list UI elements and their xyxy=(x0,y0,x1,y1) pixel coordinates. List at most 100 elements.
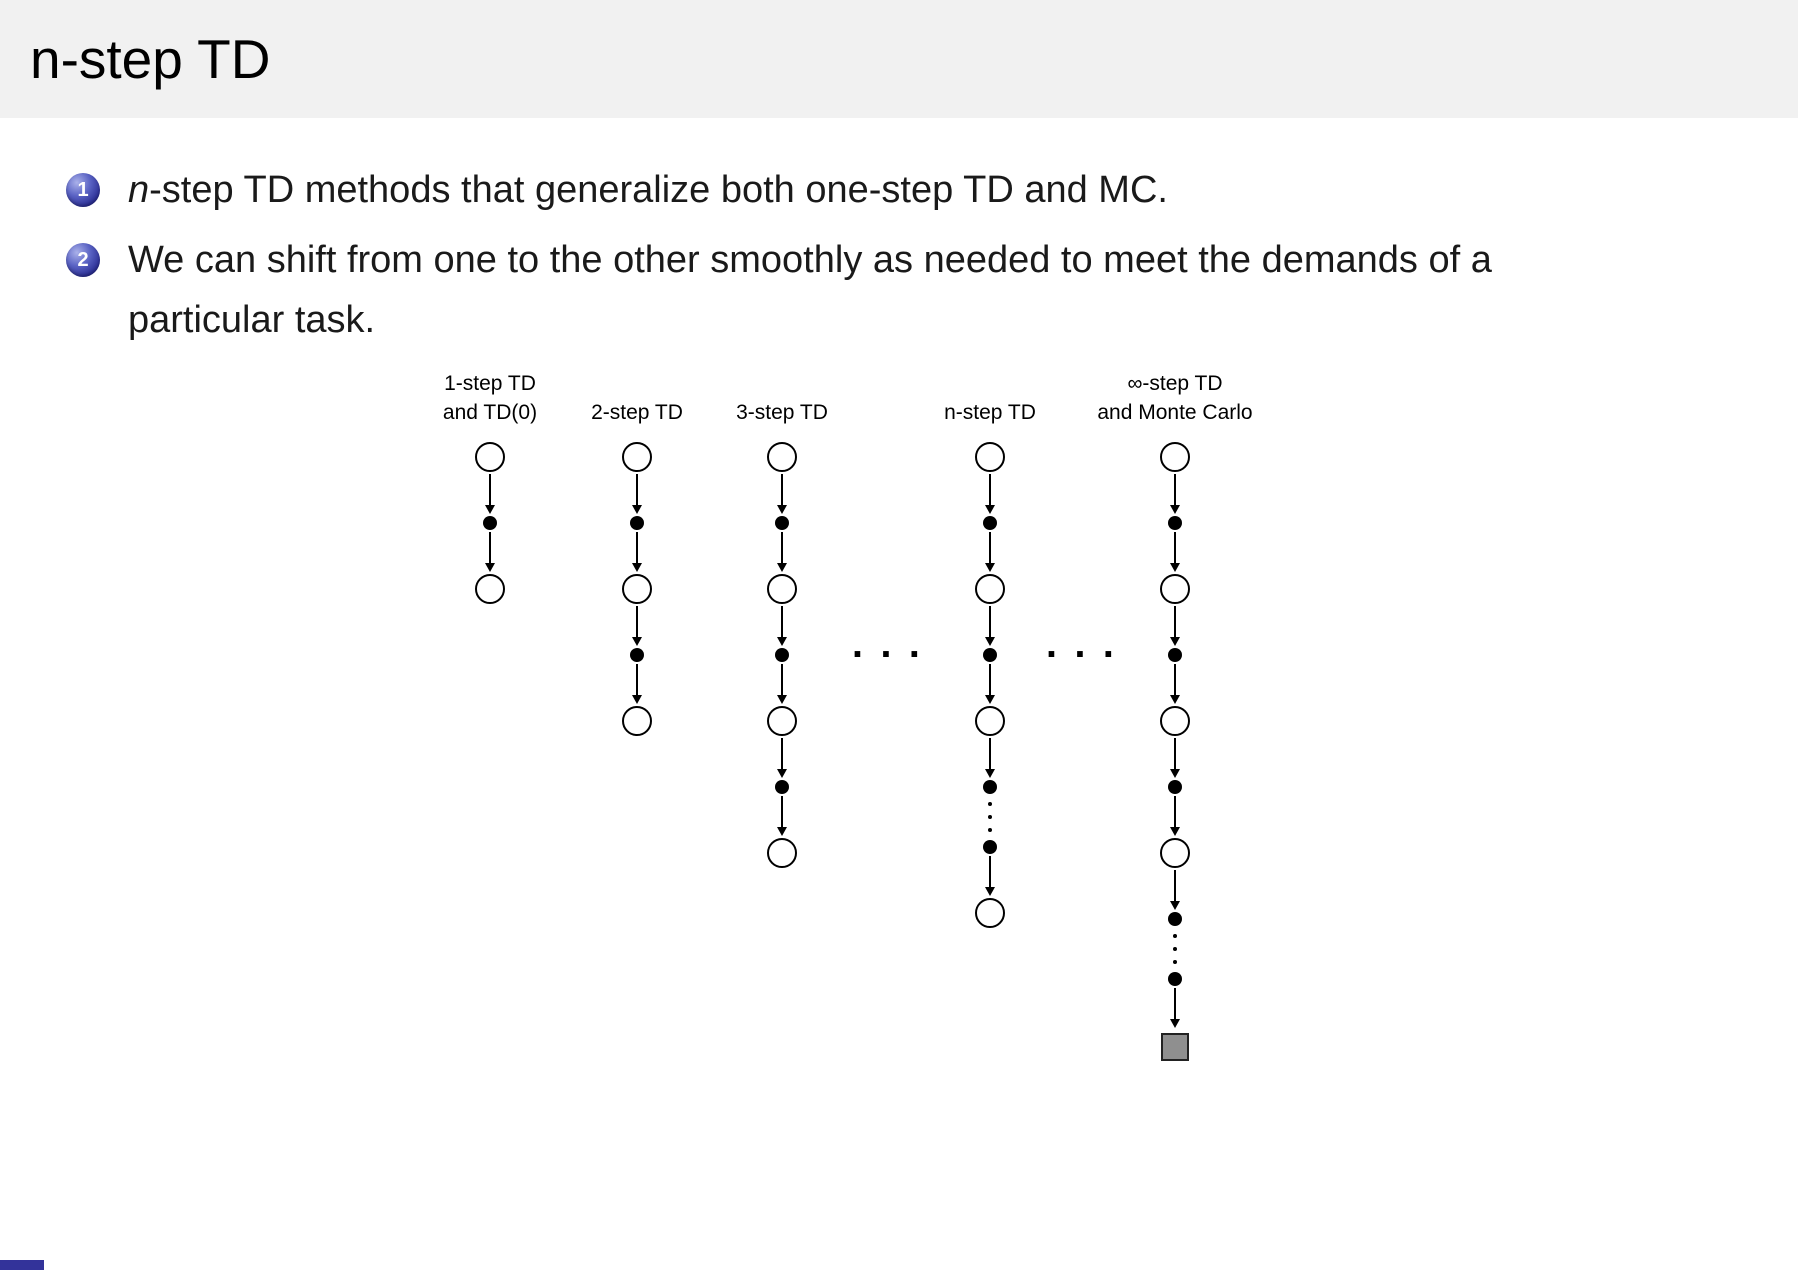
arrow-connector xyxy=(1170,530,1180,574)
arrow-line xyxy=(636,532,638,563)
column-label-line: 1-step TD xyxy=(444,372,536,396)
arrowhead-icon xyxy=(985,769,995,778)
arrowhead-icon xyxy=(777,695,787,704)
action-node xyxy=(1168,972,1182,986)
arrow-connector xyxy=(1170,794,1180,838)
arrowhead-icon xyxy=(985,887,995,896)
bullet-item: 1 n-step TD methods that generalize both… xyxy=(66,160,1738,220)
bullet-text: n-step TD methods that generalize both o… xyxy=(128,160,1168,220)
ellipsis-dot xyxy=(988,815,992,819)
column-label: n-step TD xyxy=(944,362,1036,428)
arrow-connector xyxy=(777,736,787,780)
arrow-connector xyxy=(632,604,642,648)
arrowhead-icon xyxy=(1170,1019,1180,1028)
backup-diagram: 1-step TD and TD(0) 2-step TD 3-step TD n-st… xyxy=(0,362,1798,1270)
column-label: 3-step TD xyxy=(736,362,828,428)
arrow-line xyxy=(989,532,991,563)
column-label-line: 3-step TD xyxy=(736,401,828,425)
ellipsis-dot xyxy=(988,828,992,832)
diagram-column: 2-step TD xyxy=(527,362,747,736)
arrow-connector xyxy=(985,472,995,516)
arrow-line xyxy=(1174,738,1176,769)
column-label-line: ∞-step TD xyxy=(1127,372,1223,396)
arrow-connector xyxy=(985,736,995,780)
arrow-connector xyxy=(777,794,787,838)
arrowhead-icon xyxy=(485,563,495,572)
arrow-connector xyxy=(632,662,642,706)
arrow-line xyxy=(636,664,638,695)
diagram-column: 1-step TD and TD(0) xyxy=(380,362,600,604)
node-chain xyxy=(475,442,505,604)
diagram-column: n-step TD xyxy=(880,362,1100,928)
arrow-connector xyxy=(777,472,787,516)
column-label-line: and TD(0) xyxy=(442,401,538,425)
arrowhead-icon xyxy=(1170,505,1180,514)
arrowhead-icon xyxy=(985,563,995,572)
ellipsis-dot xyxy=(1173,934,1177,938)
arrow-connector xyxy=(485,530,495,574)
ellipsis-dot xyxy=(988,802,992,806)
arrowhead-icon xyxy=(777,769,787,778)
arrowhead-icon xyxy=(1170,563,1180,572)
state-node xyxy=(1160,838,1190,868)
state-node xyxy=(1160,574,1190,604)
arrow-connector xyxy=(777,662,787,706)
state-node xyxy=(975,898,1005,928)
column-label-line: and Monte Carlo xyxy=(1097,401,1253,425)
arrow-connector xyxy=(985,854,995,898)
arrow-line xyxy=(781,796,783,827)
action-node xyxy=(1168,780,1182,794)
state-node xyxy=(975,574,1005,604)
arrow-connector xyxy=(1170,986,1180,1030)
column-label-line: 2-step TD xyxy=(591,401,683,425)
arrowhead-icon xyxy=(632,505,642,514)
arrowhead-icon xyxy=(777,505,787,514)
horizontal-ellipsis: · · · xyxy=(1045,632,1119,677)
state-node xyxy=(767,574,797,604)
state-node xyxy=(475,442,505,472)
arrow-connector xyxy=(777,530,787,574)
horizontal-ellipsis: · · · xyxy=(851,632,925,677)
arrow-line xyxy=(989,664,991,695)
arrow-connector xyxy=(1170,662,1180,706)
arrow-connector xyxy=(777,604,787,648)
arrow-connector xyxy=(485,472,495,516)
arrow-connector xyxy=(1170,604,1180,648)
arrow-line xyxy=(489,474,491,505)
slide-header: n-step TD xyxy=(0,0,1798,118)
arrowhead-icon xyxy=(485,505,495,514)
slide-title: n-step TD xyxy=(30,28,271,90)
arrowhead-icon xyxy=(1170,827,1180,836)
arrow-line xyxy=(781,606,783,637)
arrow-line xyxy=(989,856,991,887)
arrowhead-icon xyxy=(632,637,642,646)
ellipsis-dot xyxy=(1173,947,1177,951)
arrowhead-icon xyxy=(777,563,787,572)
state-node xyxy=(622,706,652,736)
node-chain xyxy=(767,442,797,868)
bullet-text-body: We can shift from one to the other smoot… xyxy=(128,239,1492,342)
arrow-line xyxy=(781,474,783,505)
state-node xyxy=(1160,706,1190,736)
arrowhead-icon xyxy=(777,827,787,836)
arrow-line xyxy=(1174,606,1176,637)
arrow-line xyxy=(781,532,783,563)
arrow-line xyxy=(1174,532,1176,563)
arrow-line xyxy=(989,738,991,769)
arrow-line xyxy=(489,532,491,563)
action-node xyxy=(630,516,644,530)
action-node xyxy=(1168,516,1182,530)
state-node xyxy=(622,442,652,472)
action-node xyxy=(775,780,789,794)
ellipsis-dot xyxy=(1173,960,1177,964)
bullet-italic-lead: n xyxy=(128,169,150,211)
arrow-connector xyxy=(632,472,642,516)
terminal-node xyxy=(1161,1033,1189,1061)
arrow-connector xyxy=(985,604,995,648)
arrowhead-icon xyxy=(985,695,995,704)
node-chain xyxy=(1160,442,1190,1061)
arrowhead-icon xyxy=(632,695,642,704)
bullet-number-ball: 2 xyxy=(66,243,100,278)
arrowhead-icon xyxy=(1170,901,1180,910)
arrow-connector xyxy=(1170,868,1180,912)
